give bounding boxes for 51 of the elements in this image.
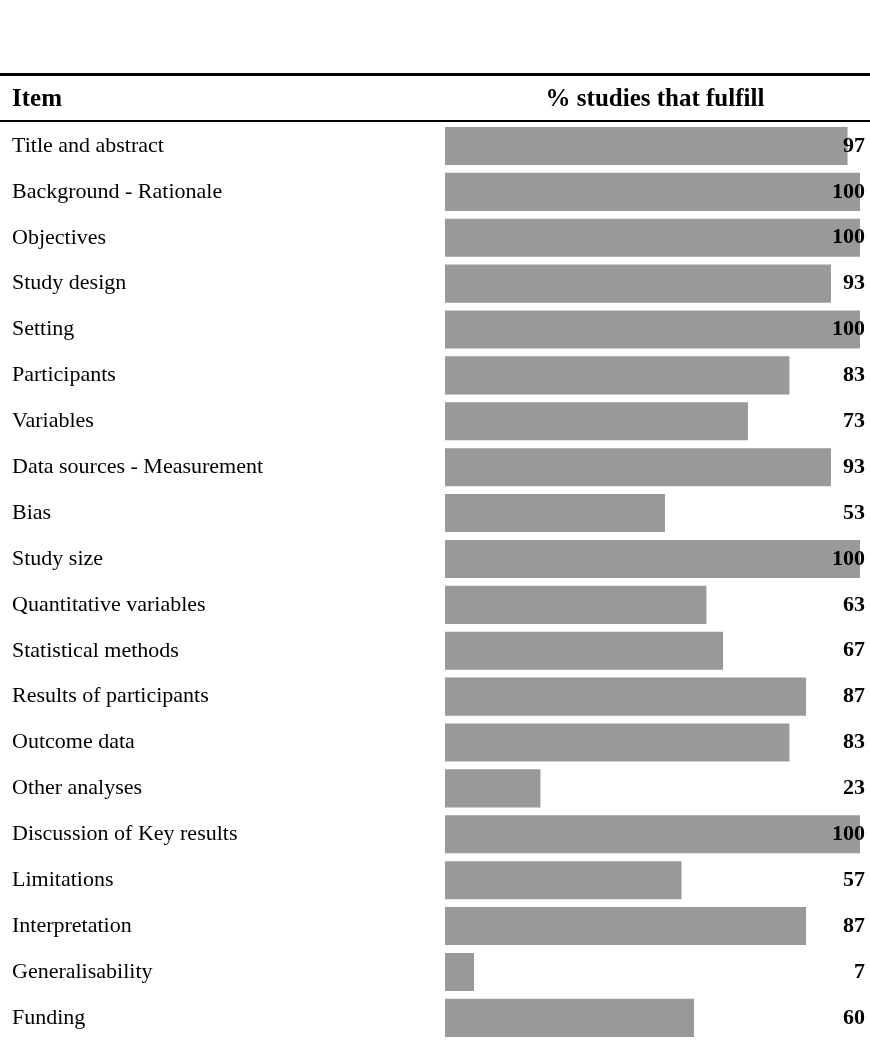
data-label: 97: [843, 131, 865, 157]
data-label: 93: [843, 269, 865, 295]
y-tick-label: Title and abstract: [12, 131, 164, 157]
bar: [445, 448, 831, 487]
y-tick-label: Discussion of Key results: [12, 820, 238, 846]
bar: [445, 585, 707, 624]
data-label: 93: [843, 452, 865, 478]
data-label: 87: [843, 682, 865, 708]
bar: [445, 952, 475, 992]
bar: [445, 998, 694, 1037]
y-tick-label: Results of participants: [12, 682, 209, 708]
y-tick-label: Statistical methods: [12, 636, 179, 662]
data-label: 23: [843, 774, 865, 800]
data-label: 87: [843, 911, 865, 937]
bar: [445, 723, 790, 762]
y-tick-label: Objectives: [12, 223, 107, 249]
y-tick-label: Study size: [12, 544, 104, 570]
data-label: 83: [843, 361, 865, 387]
y-tick-label: Background - Rationale: [12, 177, 223, 203]
x-axis-title: % studies that fulfill: [544, 84, 766, 112]
y-tick-label: Setting: [12, 315, 75, 341]
bar: [445, 356, 790, 395]
bar: [445, 631, 724, 670]
data-label: 73: [843, 406, 865, 432]
bar: [445, 861, 682, 900]
data-label: 83: [843, 728, 865, 754]
y-tick-label: Other analyses: [12, 774, 143, 800]
bar: [445, 907, 807, 946]
y-tick-label: Bias: [12, 498, 52, 524]
y-tick-label: Generalisability: [12, 957, 153, 983]
y-axis-title: Item: [12, 84, 62, 112]
bar: [445, 264, 831, 303]
y-tick-label: Limitations: [12, 865, 114, 891]
bar: [445, 494, 665, 533]
y-tick-label: Participants: [12, 361, 116, 387]
data-label: 53: [843, 498, 865, 524]
y-tick-label: Quantitative variables: [12, 590, 206, 616]
y-tick-label: Variables: [12, 407, 94, 433]
data-label: 60: [843, 1003, 865, 1029]
bar: [445, 677, 807, 716]
y-tick-label: Study design: [12, 269, 127, 295]
data-label: 67: [843, 636, 865, 662]
y-tick-label: Outcome data: [12, 728, 136, 754]
data-label: 63: [843, 590, 865, 616]
data-label: 7: [854, 957, 865, 983]
bar: [445, 402, 748, 441]
y-tick-label: Interpretation: [12, 911, 132, 937]
bar: [445, 769, 541, 808]
data-label: 57: [843, 865, 865, 891]
y-tick-label: Data sources - Measurement: [12, 452, 264, 478]
y-tick-label: Funding: [12, 1003, 86, 1029]
